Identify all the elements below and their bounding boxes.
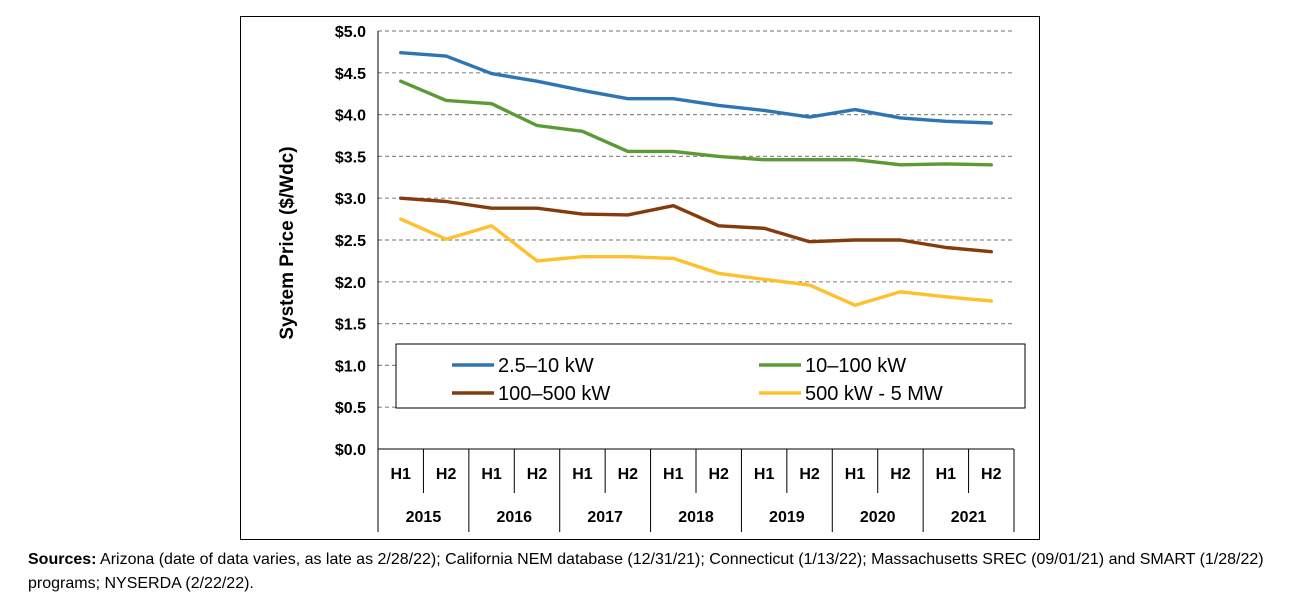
x-tick-label: H1 [936, 466, 957, 483]
y-tick-label: $5.0 [335, 24, 366, 41]
line-chart: System Price ($/Wdc) $0.0 $0.5 $1.0 $1.5 $2.… [277, 24, 1026, 532]
legend-label-1: 2.5–10 kW [498, 355, 594, 377]
x-tick-label: H1 [390, 466, 411, 483]
y-tick-label: $2.0 [335, 275, 366, 292]
series-line-4 [398, 217, 993, 307]
x-tick-label: H2 [436, 466, 457, 483]
x-year-label: 2020 [860, 509, 896, 526]
y-tick-label: $3.0 [335, 191, 366, 208]
series-line-1 [398, 51, 993, 125]
y-tick-label: $3.5 [335, 149, 366, 166]
legend-box [395, 343, 1026, 409]
x-year-label: 2015 [406, 509, 442, 526]
x-year-label: 2016 [496, 509, 532, 526]
y-tick-label: $4.0 [335, 108, 366, 125]
series-line-3 [398, 196, 993, 254]
x-year-label: 2021 [951, 509, 987, 526]
y-tick-label: $4.5 [335, 66, 366, 83]
x-tick-label: H1 [845, 466, 866, 483]
x-tick-label: H1 [481, 466, 502, 483]
y-tick-label: $2.5 [335, 233, 366, 250]
x-year-label: 2017 [587, 509, 623, 526]
legend-label-3: 100–500 kW [498, 383, 610, 405]
x-tick-label: H1 [572, 466, 593, 483]
y-axis-label: System Price ($/Wdc) [277, 146, 298, 339]
chart-frame: System Price ($/Wdc) $0.0 $0.5 $1.0 $1.5 $2.… [240, 16, 1040, 540]
series-line-2 [398, 79, 993, 167]
legend-label-2: 10–100 kW [805, 355, 906, 377]
sources-note: Sources: Arizona (date of data varies, a… [28, 548, 1278, 596]
x-tick-label: H2 [890, 466, 911, 483]
legend-label-4: 500 kW - 5 MW [805, 383, 943, 405]
x-tick-label: H1 [754, 466, 775, 483]
y-tick-label: $1.5 [335, 317, 366, 334]
x-tick-label: H2 [981, 466, 1002, 483]
x-tick-label: H2 [618, 466, 639, 483]
x-tick-label: H1 [663, 466, 684, 483]
x-year-label: 2018 [678, 509, 714, 526]
y-tick-label: $1.0 [335, 358, 366, 375]
y-tick-label: $0.0 [335, 442, 366, 459]
y-tick-label: $0.5 [335, 400, 366, 417]
sources-text: Arizona (date of data varies, as late as… [28, 551, 1264, 592]
x-tick-label: H2 [527, 466, 548, 483]
x-tick-label: H2 [799, 466, 820, 483]
x-tick-label: H2 [708, 466, 729, 483]
sources-label: Sources: [28, 551, 97, 568]
x-year-label: 2019 [769, 509, 805, 526]
